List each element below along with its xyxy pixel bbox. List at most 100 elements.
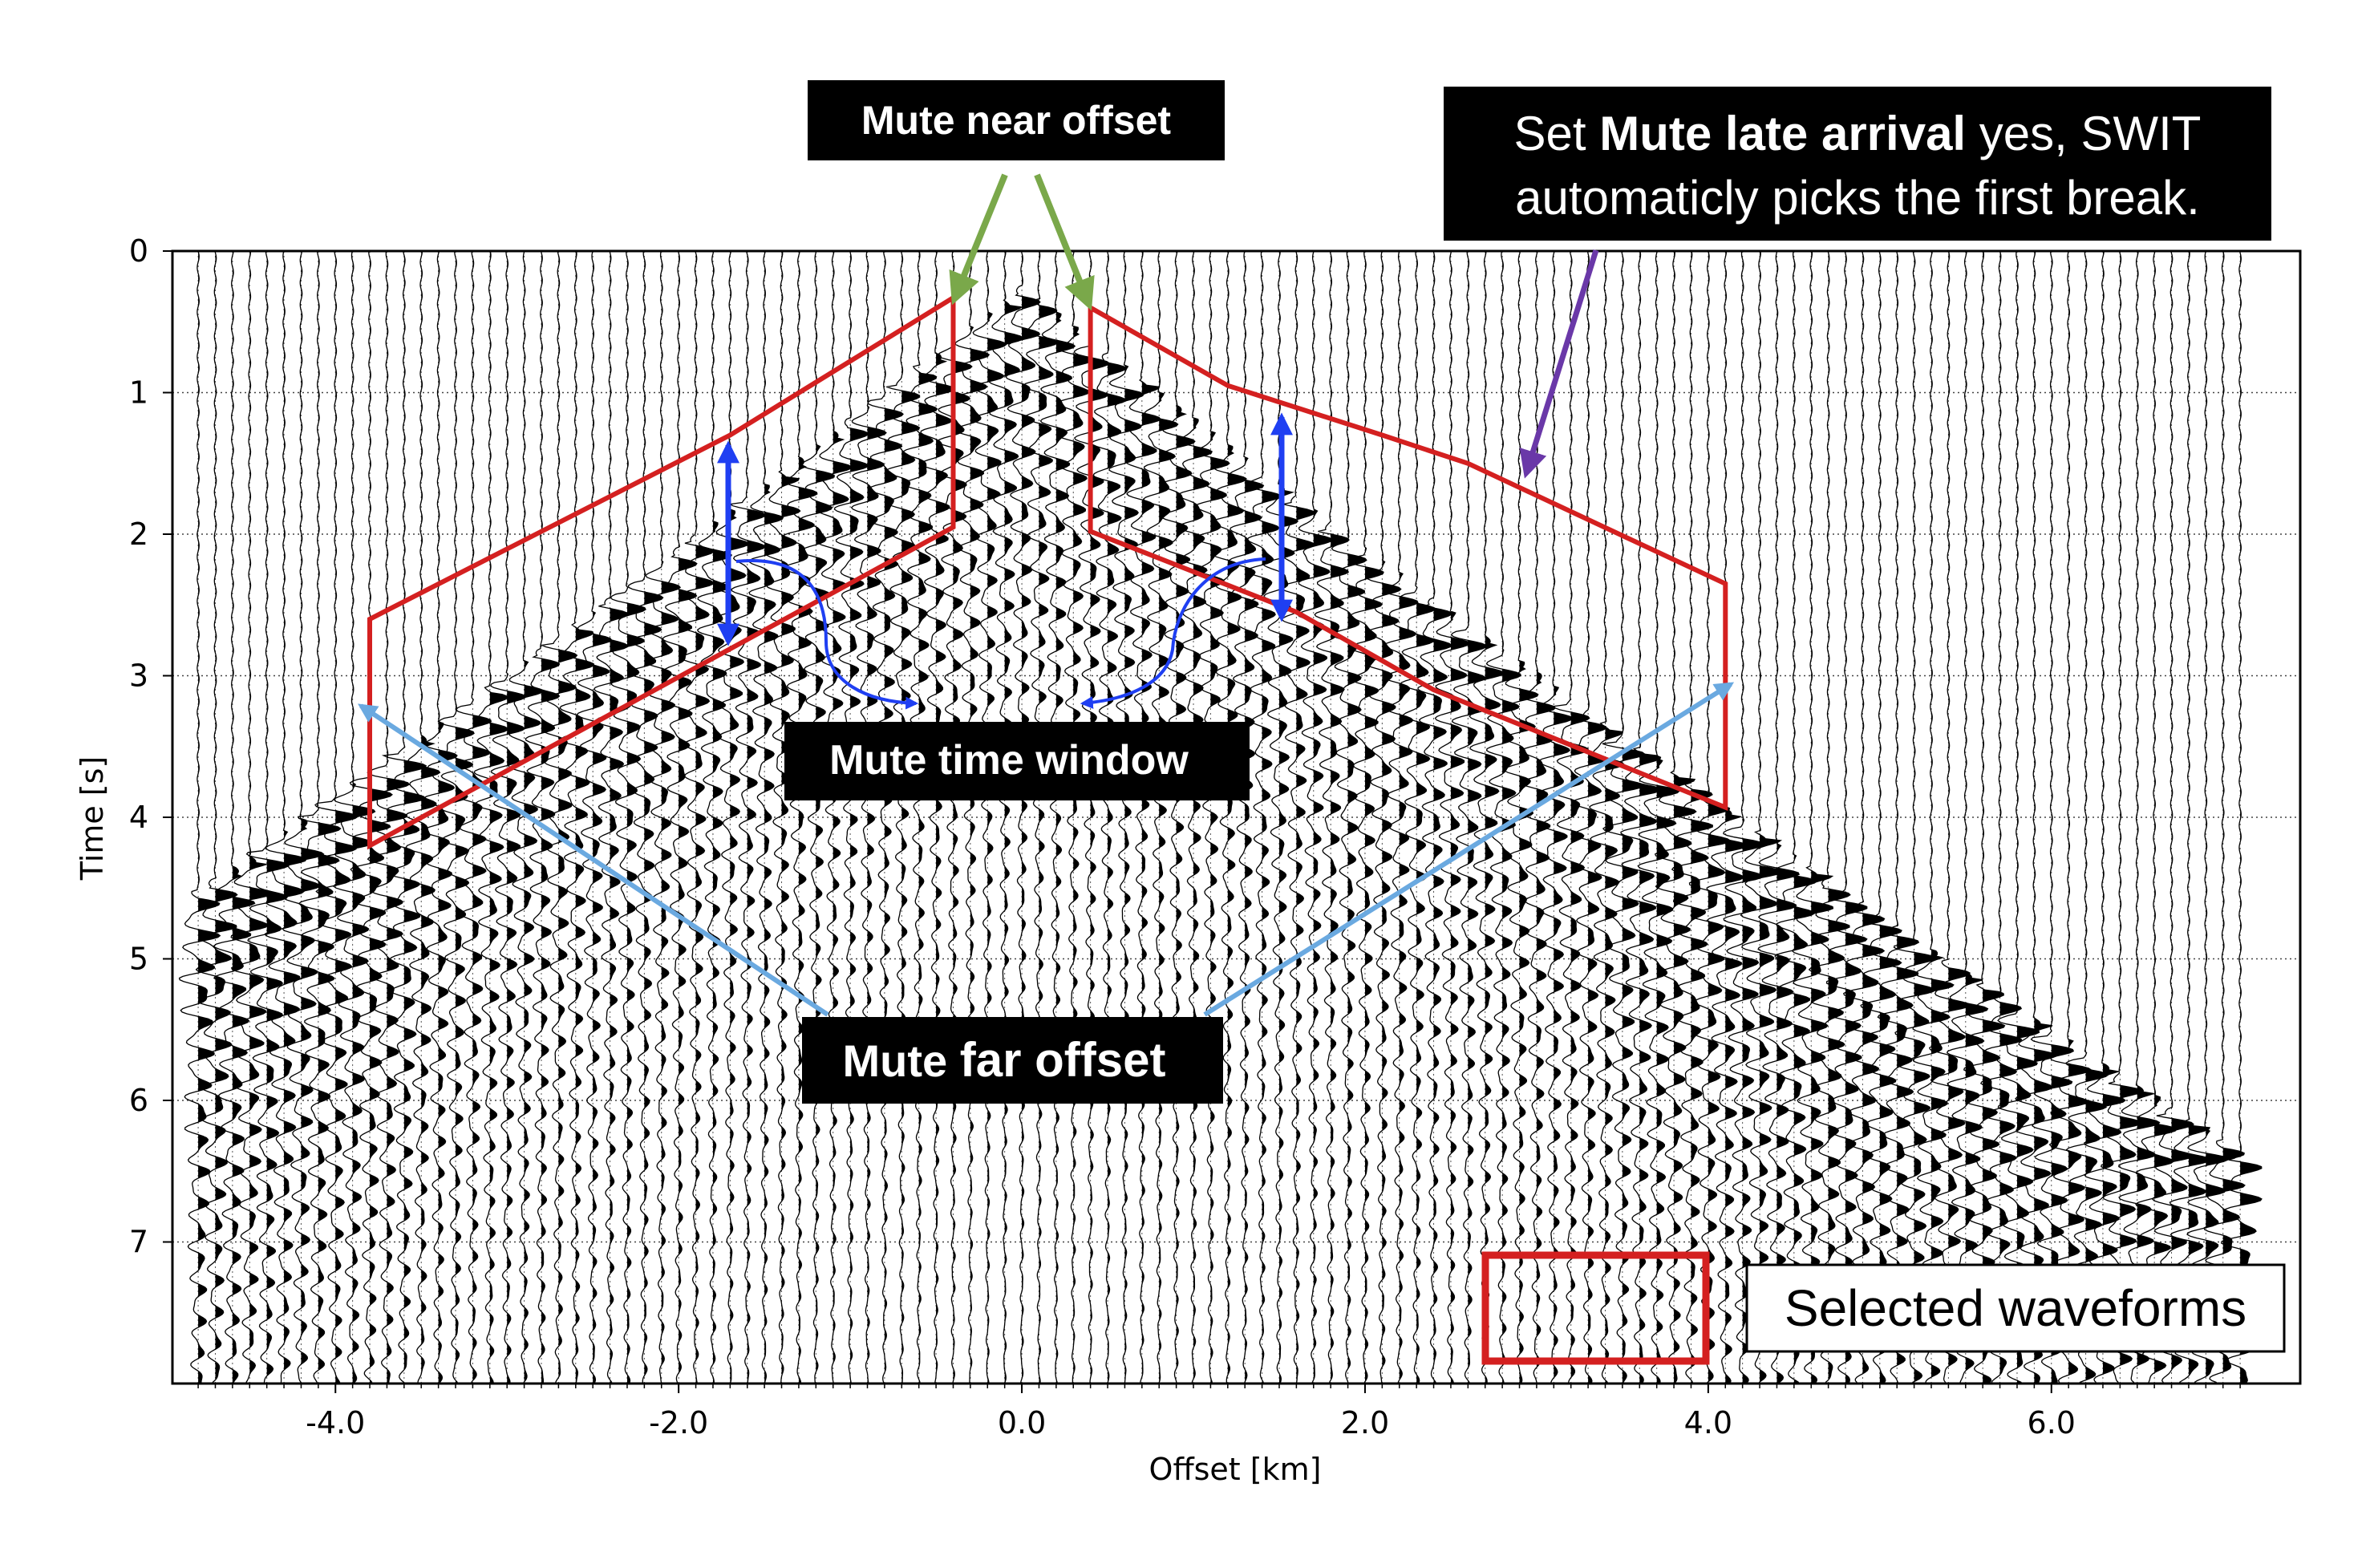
trace-wiggle <box>1469 251 1505 1383</box>
trace-wiggle <box>333 251 376 1384</box>
trace-wiggle <box>867 251 904 1383</box>
trace-fill <box>1828 251 1850 1384</box>
trace-wiggle <box>1620 251 1663 1383</box>
trace-fill <box>970 251 990 1384</box>
trace-wiggle <box>1005 251 1041 1383</box>
trace-wiggle <box>1757 251 1800 1384</box>
late-arrival-prefix: Set <box>1514 107 1600 160</box>
trace-fill <box>1141 251 1161 1384</box>
trace-wiggle <box>490 251 526 1383</box>
y-tick-label: 3 <box>129 658 148 694</box>
trace-wiggle <box>1860 251 1902 1383</box>
far-arrow-right <box>1203 682 1735 1017</box>
trace-fill <box>1278 251 1298 1384</box>
trace-fill <box>541 251 560 1384</box>
trace-wiggle <box>1450 251 1487 1383</box>
trace-fill <box>747 251 766 1384</box>
trace-wiggle <box>1160 251 1196 1383</box>
trace-wiggle <box>1108 251 1144 1383</box>
trace-wiggle <box>696 251 733 1383</box>
trace-wiggle <box>404 251 441 1383</box>
trace-wiggle <box>627 251 664 1383</box>
trace-wiggle <box>645 251 682 1383</box>
trace-wiggle <box>178 251 221 1383</box>
window-curve-left <box>735 559 919 710</box>
trace-wiggle <box>1142 251 1179 1383</box>
selection-polygon-left <box>367 293 956 850</box>
y-tick-label: 0 <box>129 233 148 269</box>
window-arrows <box>717 412 1293 710</box>
trace-wiggle <box>1246 251 1282 1383</box>
trace-wiggle <box>1348 251 1384 1383</box>
trace-wiggle <box>1022 251 1059 1383</box>
trace-fill <box>1108 251 1126 1384</box>
trace-fill <box>1965 251 1988 1384</box>
trace-fill <box>438 251 457 1384</box>
x-tick-label: 4.0 <box>1684 1405 1732 1440</box>
trace-wiggle <box>800 251 835 1383</box>
trace-fill <box>1931 251 1954 1384</box>
trace-wiggle <box>438 251 475 1384</box>
trace-fill <box>1605 251 1624 1384</box>
trace-wiggle <box>1228 251 1265 1383</box>
trace-fill <box>816 251 835 1384</box>
trace-wiggle <box>662 251 698 1383</box>
trace-wiggle <box>2030 251 2075 1383</box>
trace-fill <box>1416 251 1436 1384</box>
trace-wiggle <box>833 251 869 1383</box>
x-tick-label: 0.0 <box>998 1405 1046 1440</box>
trace-wiggle <box>679 251 715 1383</box>
trace-wiggle <box>1637 251 1680 1383</box>
trace-wiggle <box>1602 251 1646 1383</box>
trace-wiggle <box>1877 251 1920 1383</box>
trace-fill <box>370 251 392 1384</box>
trace-wiggle <box>1791 251 1834 1383</box>
trace-wiggle <box>1091 251 1127 1383</box>
trace-fill <box>901 251 920 1384</box>
trace-wiggle <box>1194 251 1230 1383</box>
trace-fill <box>1588 251 1606 1384</box>
trace-wiggle <box>1399 251 1436 1383</box>
legend-text-box <box>1745 1263 2286 1353</box>
trace-wiggle <box>2203 251 2246 1384</box>
trace-wiggle <box>1928 251 1971 1383</box>
near-arrow-left <box>949 173 1008 306</box>
trace-wiggle <box>1485 251 1521 1383</box>
trace-wiggle <box>1589 251 1625 1384</box>
late-arrival-arrow <box>1519 249 1599 479</box>
trace-wiggle <box>2084 251 2126 1384</box>
trace-fill <box>456 251 474 1384</box>
late-arrival-suffix: yes, SWIT <box>1966 107 2201 160</box>
trace-wiggle <box>782 251 818 1383</box>
trace-wiggle <box>936 251 973 1383</box>
legend-swatch <box>1481 1251 1710 1365</box>
x-tick-label: -2.0 <box>649 1405 708 1440</box>
trace-wiggle <box>525 251 561 1383</box>
trace-wiggle <box>748 251 784 1383</box>
trace-fill <box>403 251 427 1384</box>
y-tick-label: 1 <box>129 375 148 411</box>
trace-fill <box>2188 251 2211 1384</box>
trace-fill <box>249 251 272 1384</box>
trace-wiggle <box>1774 251 1817 1384</box>
x-tick-label: -4.0 <box>306 1405 365 1440</box>
trace-wiggle <box>1177 251 1213 1383</box>
trace-wiggle <box>1997 251 2040 1384</box>
trace-wiggle <box>195 251 238 1384</box>
trace-wiggle <box>1297 251 1334 1383</box>
trace-wiggle <box>1688 251 1732 1384</box>
mute-far-label-box <box>802 1017 1223 1104</box>
trace-wiggle <box>1843 251 1886 1384</box>
trace-wiggle <box>2048 251 2092 1383</box>
trace-fill <box>1468 251 1487 1384</box>
mute-near-label-box <box>808 80 1225 160</box>
x-tick-label: 6.0 <box>2028 1405 2076 1440</box>
trace-fill <box>626 251 646 1384</box>
trace-fill <box>1691 251 1713 1384</box>
trace-fill <box>1554 251 1573 1384</box>
trace-wiggle <box>540 251 578 1383</box>
trace-fill <box>387 251 410 1384</box>
trace-wiggle <box>954 251 991 1383</box>
trace-wiggle <box>1039 251 1076 1383</box>
